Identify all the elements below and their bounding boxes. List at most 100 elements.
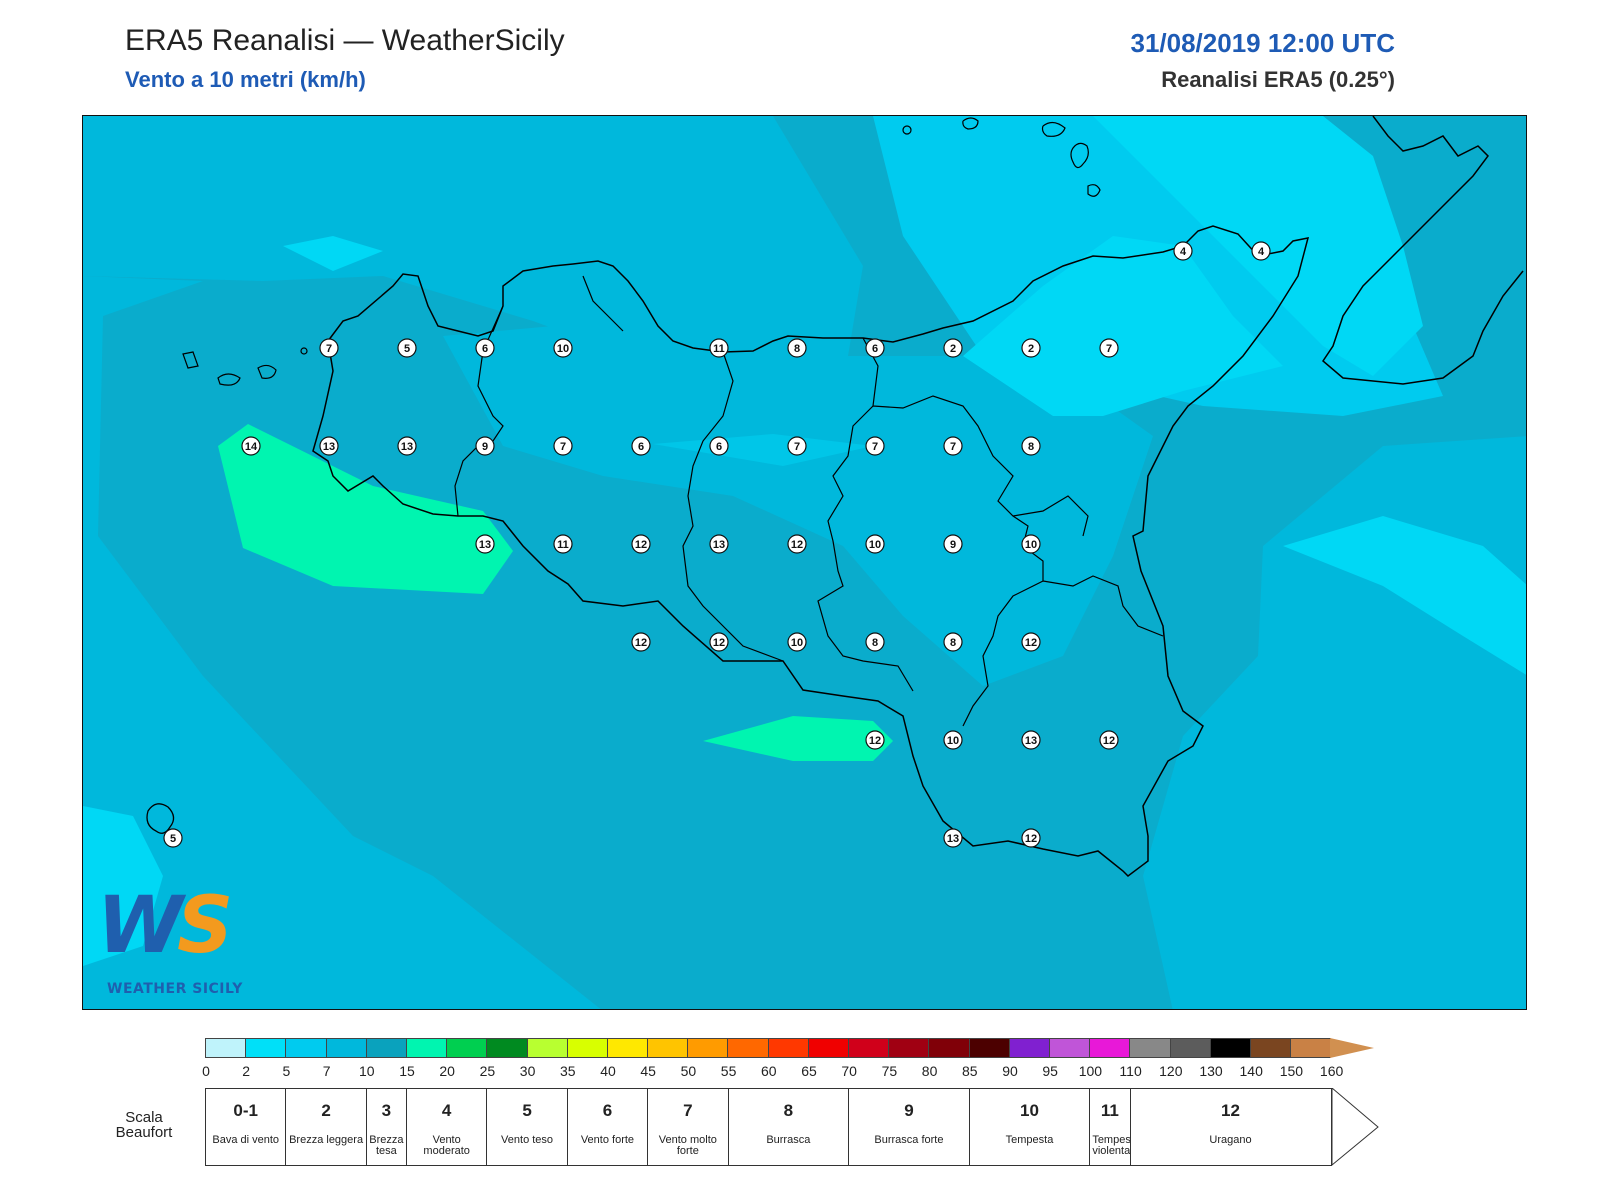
wind-station-dot: [319, 436, 339, 456]
wind-station-marker: 12: [1021, 828, 1041, 848]
wind-station-value: 13: [479, 539, 491, 551]
colorbar-tick-label: 95: [1042, 1063, 1058, 1079]
field-zone-lightest-ne: [963, 236, 1283, 416]
colorbar-tick-label: 65: [801, 1063, 817, 1079]
field-zone-lightest-east: [1283, 516, 1526, 675]
wind-station-value: 12: [635, 539, 647, 551]
colorbar-segment: [1209, 1038, 1251, 1058]
beaufort-description: Vento molto forte: [658, 1134, 717, 1157]
field-zone-lightest-tyrrhenian: [283, 236, 383, 271]
wind-station-markers: 7 5 6 10 11 8 6 2 2 7 14 13 13 9 7 6 6 7 7 7 8 13 11 12 13 12 10 9 1…: [163, 241, 1271, 848]
wind-station-dot: [397, 436, 417, 456]
wind-station-marker: 10: [787, 632, 807, 652]
wind-station-dot: [865, 338, 885, 358]
wind-station-value: 7: [560, 441, 566, 453]
beaufort-description: Uragano: [1209, 1134, 1252, 1146]
colorbar-tick-label: 7: [322, 1063, 331, 1079]
wind-station-value: 12: [1025, 833, 1037, 845]
wind-station-marker: 8: [943, 632, 963, 652]
wind-station-dot: [943, 632, 963, 652]
beaufort-number: 8: [783, 1101, 794, 1120]
beaufort-number: 6: [602, 1101, 613, 1120]
wind-station-marker: 12: [709, 632, 729, 652]
map-subtitle: Vento a 10 metri (km/h): [125, 67, 366, 92]
wind-station-dot: [865, 730, 885, 750]
colorbar-tick-label: 55: [720, 1063, 737, 1079]
colorbar-tick-label: 30: [519, 1063, 536, 1079]
beaufort-cell: 12 Uragano: [1129, 1088, 1332, 1166]
wind-station-dot: [865, 534, 885, 554]
beaufort-number: 3: [381, 1101, 392, 1120]
colorbar-tick-label: 130: [1199, 1063, 1223, 1079]
wind-map: 7 5 6 10 11 8 6 2 2 7 14 13 13 9 7 6 6 7 7 7 8 13 11 12 13 12 10 9 1…: [82, 115, 1527, 1010]
wind-station-value: 12: [1025, 637, 1037, 649]
wind-station-dot: [1021, 338, 1041, 358]
beaufort-number: 12: [1221, 1101, 1240, 1120]
wind-station-value: 13: [947, 833, 959, 845]
beaufort-scale: 0-1 Bava di vento 2 Brezza leggera 3 Brezza t…: [205, 1086, 1380, 1167]
valid-datetime: 31/08/2019 12:00 UTC: [1130, 28, 1395, 58]
colorbar-tick-label: 40: [600, 1063, 616, 1079]
colorbar-tick-label: 160: [1319, 1063, 1344, 1079]
beaufort-scale-label: Scala Beaufort: [115, 1109, 173, 1141]
colorbar-segment: [888, 1038, 930, 1058]
wind-station-dot: [319, 338, 339, 358]
wind-station-value: 12: [635, 637, 647, 649]
colorbar-segment: [928, 1038, 970, 1058]
wind-station-value: 11: [713, 343, 725, 355]
wind-station-marker: 2: [943, 338, 963, 358]
beaufort-description: Vento teso: [501, 1134, 554, 1146]
wind-station-marker: 12: [631, 534, 651, 554]
colorbar-segment: [446, 1038, 488, 1058]
wind-station-marker: 7: [943, 436, 963, 456]
wind-station-dot: [787, 436, 807, 456]
wind-station-dot: [631, 436, 651, 456]
wind-station-marker: 12: [1099, 730, 1119, 750]
wind-station-marker: 8: [1021, 436, 1041, 456]
wind-station-marker: 6: [865, 338, 885, 358]
wind-station-marker: 12: [1021, 632, 1041, 652]
colorbar-tick-label: 15: [399, 1063, 415, 1079]
wind-station-value: 4: [1180, 246, 1187, 258]
wind-station-value: 9: [950, 539, 956, 551]
beaufort-description: Vento moderato: [423, 1134, 470, 1157]
wind-station-dot: [1099, 730, 1119, 750]
colorbar-segment: [205, 1038, 247, 1058]
colorbar-segment: [968, 1038, 1010, 1058]
colorbar-tick-label: 50: [680, 1063, 697, 1079]
wind-station-dot: [943, 828, 963, 848]
beaufort-cell: 4 Vento moderato: [405, 1088, 488, 1166]
wind-station-value: 8: [872, 637, 878, 649]
colorbar-segment: [1089, 1038, 1131, 1058]
wind-station-marker: 10: [553, 338, 573, 358]
colorbar-segment: [486, 1038, 528, 1058]
wind-station-marker: 7: [319, 338, 339, 358]
wind-colorbar: [205, 1038, 1375, 1060]
colorbar-tick-label: 70: [841, 1063, 857, 1079]
wind-station-dot: [1021, 534, 1041, 554]
colorbar-segment: [1169, 1038, 1211, 1058]
wind-station-dot: [163, 828, 183, 848]
wind-station-marker: 5: [397, 338, 417, 358]
pantelleria-island: [146, 803, 175, 834]
colorbar-segment: [647, 1038, 689, 1058]
wind-station-marker: 9: [943, 534, 963, 554]
colorbar-tick-label: 110: [1119, 1063, 1142, 1079]
wind-station-marker: 8: [787, 338, 807, 358]
wind-station-value: 12: [713, 637, 725, 649]
wind-colorbar-ticks: 0 2 5 7 10 15 20 25 30 35 40 45 50 55 60 65 70 75 80 85 90 95…: [202, 1063, 1346, 1081]
colorbar-segment: [325, 1038, 367, 1058]
wind-station-dot: [709, 632, 729, 652]
wind-station-marker: 7: [1099, 338, 1119, 358]
wind-station-dot: [475, 338, 495, 358]
aeolian-islands: [902, 117, 1101, 197]
colorbar-tick-label: 10: [359, 1063, 375, 1079]
beaufort-cell: 2 Brezza leggera: [285, 1088, 367, 1166]
wind-station-marker: 2: [1021, 338, 1041, 358]
wind-station-value: 6: [872, 343, 878, 355]
wind-station-dot: [1251, 241, 1271, 261]
colorbar-segment: [526, 1038, 568, 1058]
wind-station-marker: 13: [709, 534, 729, 554]
field-zone-lighter-west: [83, 116, 863, 386]
beaufort-number: 9: [904, 1101, 914, 1120]
